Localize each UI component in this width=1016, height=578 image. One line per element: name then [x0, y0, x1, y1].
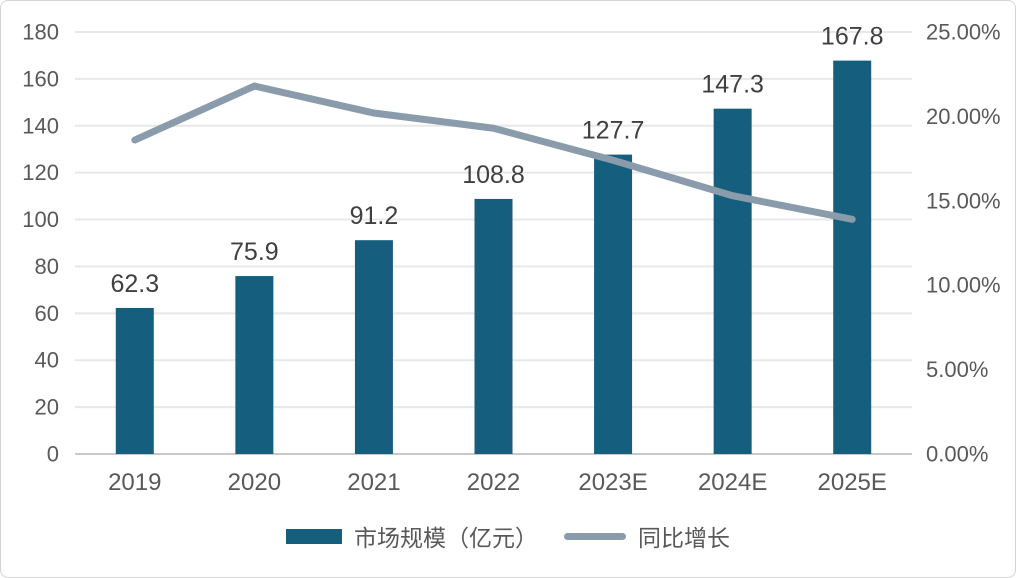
- right-axis-tick-label: 15.00%: [926, 188, 1001, 213]
- market-size-bar[interactable]: [115, 307, 154, 454]
- bar-data-label: 147.3: [701, 71, 764, 99]
- left-axis-tick-label: 140: [22, 113, 59, 138]
- right-axis-tick-label: 20.00%: [926, 104, 1001, 129]
- right-axis-tick-label: 25.00%: [926, 20, 1001, 45]
- legend-item-yoy-growth[interactable]: 同比增长: [564, 519, 730, 553]
- bar-data-label: 108.8: [462, 161, 525, 189]
- legend-item-market-size[interactable]: 市场规模（亿元）: [286, 519, 538, 553]
- market-size-bar[interactable]: [833, 60, 872, 454]
- bar-data-label: 127.7: [582, 117, 645, 145]
- bar-data-label: 62.3: [110, 270, 159, 298]
- left-axis-tick-label: 120: [22, 160, 59, 185]
- category-label: 2025E: [818, 469, 887, 496]
- left-axis-tick-label: 40: [35, 348, 59, 373]
- left-axis-tick-label: 0: [47, 442, 59, 467]
- legend-label-yoy-growth: 同比增长: [638, 525, 730, 551]
- category-label: 2024E: [698, 469, 767, 496]
- chart-legend: 市场规模（亿元） 同比增长: [1, 519, 1015, 553]
- left-axis-tick-label: 80: [35, 254, 59, 279]
- right-axis-tick-label: 0.00%: [926, 442, 988, 467]
- category-label: 2022: [467, 469, 520, 496]
- market-size-bar[interactable]: [235, 276, 274, 454]
- legend-label-market-size: 市场规模（亿元）: [354, 525, 538, 551]
- category-label: 2021: [347, 469, 400, 496]
- market-size-bar[interactable]: [354, 240, 393, 454]
- right-axis-tick-label: 5.00%: [926, 357, 988, 382]
- right-axis-tick-label: 10.00%: [926, 273, 1001, 298]
- left-axis-tick-label: 60: [35, 301, 59, 326]
- category-label: 2023E: [578, 469, 647, 496]
- market-size-bar[interactable]: [594, 154, 633, 454]
- bar-series-swatch: [286, 528, 342, 544]
- bar-data-label: 167.8: [821, 23, 884, 51]
- market-size-bar[interactable]: [713, 108, 752, 454]
- line-series-swatch: [564, 532, 626, 540]
- category-label: 2020: [228, 469, 281, 496]
- left-axis-tick-label: 160: [22, 66, 59, 91]
- market-size-bar[interactable]: [474, 198, 513, 454]
- left-axis-tick-label: 20: [35, 395, 59, 420]
- left-axis-tick-label: 100: [22, 207, 59, 232]
- category-label: 2019: [108, 469, 161, 496]
- left-axis-tick-label: 180: [22, 20, 59, 45]
- yoy-growth-line[interactable]: [131, 82, 856, 223]
- bar-data-label: 75.9: [230, 238, 279, 266]
- bar-data-label: 91.2: [350, 202, 399, 230]
